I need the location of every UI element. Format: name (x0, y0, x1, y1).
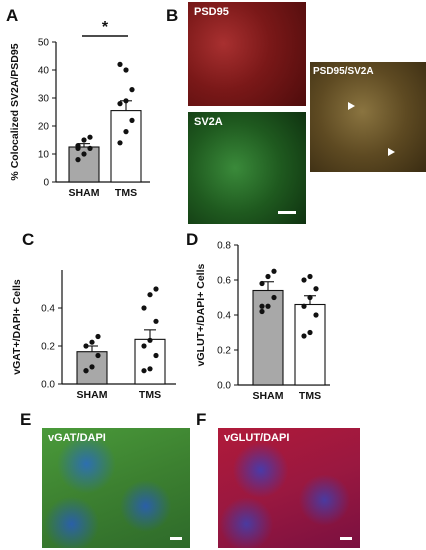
chart-d-point (301, 333, 307, 339)
chart-a-point (81, 151, 87, 157)
chart-c-x-tick-label: TMS (139, 389, 161, 401)
chart-a-point (75, 145, 81, 151)
panel-letter-f: F (196, 410, 207, 429)
chart-a-point (129, 117, 135, 123)
chart-c-point (89, 364, 95, 370)
micrograph-vgat: vGAT/DAPI (42, 428, 190, 548)
chart-a-y-label: % Colocalized SV2A/PSD95 (9, 43, 21, 180)
chart-a-bar-tms (110, 110, 142, 183)
scale-bar (170, 537, 182, 540)
chart-d-point (271, 268, 277, 274)
chart-d: 0.0 0.2 0.4 0.6 0.8 vGLUT+/DAPI+ Cells SHAM TMS (195, 241, 330, 402)
chart-c-point (141, 305, 147, 311)
chart-c-point (141, 368, 147, 374)
chart-d-y-tick-label: 0.0 (217, 381, 231, 392)
chart-d-y-tick-label: 0.8 (217, 241, 231, 252)
chart-a-point (123, 129, 129, 135)
chart-d-point (259, 303, 265, 309)
chart-d-point (259, 280, 265, 287)
chart-a-point (81, 137, 87, 143)
scale-bar (278, 211, 296, 214)
chart-d-y-tick-label: 0.6 (217, 276, 231, 287)
chart-a-point (117, 61, 123, 67)
scale-bar (340, 537, 352, 540)
chart-c-y-tick-label: 0.2 (41, 342, 55, 353)
chart-d-point (271, 294, 277, 301)
chart-d-point (307, 329, 313, 336)
chart-d-point (307, 273, 313, 280)
micrograph-vglut-label: vGLUT/DAPI (224, 432, 290, 444)
chart-a-y-tick-label: 0 (43, 178, 49, 189)
chart-c-point (89, 339, 95, 345)
chart-a-y-tick-label: 20 (38, 122, 50, 133)
chart-a-point (117, 101, 123, 107)
chart-d-x-tick-label: SHAM (253, 390, 284, 402)
chart-a-point (123, 67, 129, 73)
panel-letter-c: C (22, 230, 35, 249)
chart-a-x-tick-label: TMS (115, 187, 137, 199)
chart-a: 0 10 20 30 40 50 % Colocalized SV2A/PSD95 SHAM T… (9, 19, 150, 199)
chart-c-point (147, 292, 153, 298)
chart-c-point (153, 352, 159, 359)
panel-letter-b: B (166, 6, 179, 25)
chart-c-bar-tms (134, 338, 166, 385)
chart-a-y-tick-label: 10 (38, 150, 50, 161)
chart-c-point (141, 343, 147, 349)
chart-a-point (87, 145, 93, 151)
chart-a-point (75, 157, 81, 163)
chart-c: 0.0 0.2 0.4 vGAT+/DAPI+ Cells SHAM TMS (11, 270, 176, 401)
chart-a-y-tick-label: 40 (38, 66, 50, 77)
chart-a-point (129, 87, 135, 93)
chart-c-x-tick-label: SHAM (77, 389, 108, 401)
chart-a-point (87, 134, 93, 140)
chart-c-y-tick-label: 0.0 (41, 380, 55, 391)
chart-d-point (307, 294, 313, 301)
micrograph-sv2a: SV2A (188, 112, 306, 224)
chart-c-point (95, 333, 101, 340)
chart-c-point (83, 343, 89, 349)
panel-letter-e: E (20, 410, 32, 429)
chart-a-y-tick-label: 30 (38, 94, 50, 105)
chart-c-point (153, 318, 159, 324)
chart-c-point (147, 366, 153, 372)
chart-d-y-tick-label: 0.4 (217, 311, 231, 322)
chart-d-point (301, 303, 307, 309)
micrograph-psd95: PSD95 (188, 2, 306, 106)
chart-d-point (313, 312, 319, 318)
chart-a-y-tick-label: 50 (38, 38, 50, 49)
panel-letter-d: D (186, 230, 199, 249)
micrograph-psd95-label: PSD95 (194, 6, 229, 18)
chart-a-point (123, 98, 129, 104)
chart-d-point (301, 277, 307, 283)
chart-c-point (95, 352, 101, 359)
arrowhead-icon (388, 148, 395, 156)
chart-a-point (117, 140, 123, 146)
chart-d-bar-tms (294, 303, 326, 386)
micrograph-vglut: vGLUT/DAPI (218, 428, 360, 548)
chart-a-x-tick-label: SHAM (69, 187, 100, 199)
chart-d-point (265, 273, 271, 280)
micrograph-vgat-label: vGAT/DAPI (48, 432, 106, 444)
chart-d-point (259, 308, 265, 315)
chart-c-point (153, 286, 159, 292)
chart-c-point (147, 337, 153, 343)
micrograph-merge-label: PSD95/SV2A (313, 66, 374, 77)
chart-d-x-tick-label: TMS (299, 390, 321, 402)
chart-d-y-tick-label: 0.2 (217, 346, 231, 357)
chart-c-y-tick-label: 0.4 (41, 304, 55, 315)
micrograph-merge: PSD95/SV2A (310, 62, 426, 172)
micrograph-sv2a-label: SV2A (194, 116, 223, 128)
panel-letter-a: A (6, 6, 19, 25)
chart-c-y-label: vGAT+/DAPI+ Cells (11, 279, 23, 375)
arrowhead-icon (348, 102, 355, 110)
chart-d-point (313, 286, 319, 292)
chart-c-point (83, 368, 89, 374)
chart-d-y-label: vGLUT+/DAPI+ Cells (195, 263, 207, 366)
chart-d-point (265, 303, 271, 309)
chart-a-significance-star: * (102, 19, 109, 36)
